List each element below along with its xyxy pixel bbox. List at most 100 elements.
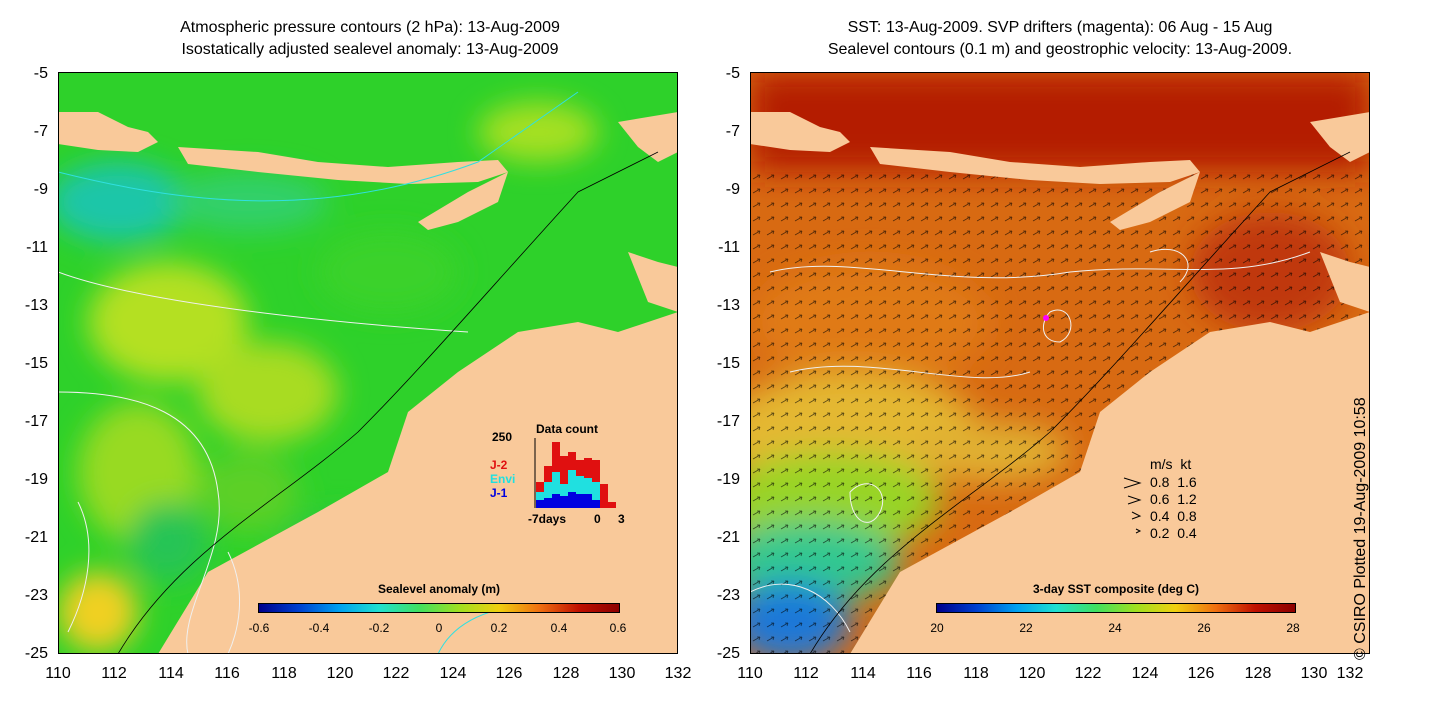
left-xtick: 128 <box>552 665 580 682</box>
timor-island <box>1110 172 1200 230</box>
inset-series-j2: J-2 <box>490 458 508 472</box>
right-ytick: -15 <box>716 355 740 372</box>
velocity-legend-header: m/s kt <box>1150 456 1192 472</box>
hist-bars <box>536 442 616 508</box>
arnhem-coast <box>1320 252 1370 312</box>
inset-title: Data count <box>536 422 599 436</box>
right-xtick: 114 <box>850 665 876 682</box>
left-xtick: 132 <box>664 665 692 682</box>
right-cbar-tick: 20 <box>930 621 944 635</box>
left-cbar-tick: 0.2 <box>490 621 508 635</box>
left-cbar-tick: 0.6 <box>609 621 627 635</box>
velocity-legend-arrows <box>1123 477 1142 534</box>
lesser-sunda-islands <box>870 147 1200 184</box>
australia-mainland <box>158 312 678 654</box>
right-ytick: -25 <box>716 645 740 662</box>
left-cbar-tick: 0.4 <box>550 621 568 635</box>
right-ytick: -21 <box>716 529 740 546</box>
right-title-line2: Sealevel contours (0.1 m) and geostrophi… <box>827 41 1293 58</box>
right-map-frame <box>750 72 1370 654</box>
right-title-line1: SST: 13-Aug-2009. SVP drifters (magenta)… <box>847 19 1273 36</box>
right-ytick: -19 <box>716 471 740 488</box>
left-cbar-tick: 0 <box>435 621 443 635</box>
right-xtick: 110 <box>737 665 763 682</box>
left-cbar-tick: -0.2 <box>368 621 390 635</box>
left-ytick: -15 <box>24 355 48 372</box>
right-cbar-tick: 24 <box>1108 621 1122 635</box>
inset-series-envi: Envi <box>490 472 516 486</box>
inset-xlabel-start: -7days <box>528 512 567 526</box>
new-guinea-coast <box>618 112 678 162</box>
australia-mainland <box>850 312 1370 654</box>
java-island <box>750 112 850 152</box>
left-title-line2: Isostatically adjusted sealevel anomaly:… <box>181 41 559 58</box>
right-cbar-tick: 28 <box>1286 621 1300 635</box>
left-ytick: -19 <box>24 471 48 488</box>
inset-xlabel-end: 3 <box>618 512 625 526</box>
right-xtick: 112 <box>793 665 819 682</box>
credit-text: © CSIRO Plotted 19-Aug-2009 10:58 <box>1352 397 1369 660</box>
left-ytick: -7 <box>33 123 48 140</box>
inset-series-j1: J-1 <box>490 486 508 500</box>
new-guinea-coast <box>1310 112 1370 162</box>
left-ytick: -9 <box>33 181 48 198</box>
velocity-legend-row: 0.2 0.4 <box>1150 525 1197 541</box>
left-xtick: 122 <box>382 665 410 682</box>
svp-drifter <box>1043 315 1049 321</box>
left-map-frame <box>58 72 678 654</box>
right-colorbar <box>936 603 1296 613</box>
right-ytick: -17 <box>716 413 740 430</box>
left-xtick: 112 <box>101 665 127 682</box>
left-colorbar <box>258 603 620 613</box>
right-xtick: 122 <box>1074 665 1102 682</box>
left-xtick: 110 <box>45 665 71 682</box>
left-xtick: 120 <box>326 665 354 682</box>
data-count-inset: Data count 250 J-2 Envi J-1 <box>488 420 638 530</box>
right-xtick: 118 <box>963 665 989 682</box>
left-ytick: -23 <box>24 587 48 604</box>
left-ytick: -25 <box>24 645 48 662</box>
inset-histogram <box>534 438 616 508</box>
left-colorbar-title: Sealevel anomaly (m) <box>377 582 501 596</box>
timor-island <box>418 172 508 230</box>
right-xtick: 132 <box>1336 665 1364 682</box>
arnhem-coast <box>628 252 678 312</box>
right-xtick: 120 <box>1018 665 1046 682</box>
right-xtick: 116 <box>906 665 932 682</box>
left-ytick: -13 <box>24 297 48 314</box>
left-cbar-tick: -0.6 <box>248 621 270 635</box>
left-ytick: -21 <box>24 529 48 546</box>
left-xtick: 124 <box>439 665 467 682</box>
right-map-sst <box>750 72 1370 654</box>
right-colorbar-title: 3-day SST composite (deg C) <box>1032 582 1200 596</box>
right-ytick: -7 <box>725 123 740 140</box>
inset-ymax: 250 <box>492 430 513 444</box>
velocity-legend-row: 0.6 1.2 <box>1150 491 1197 507</box>
right-ytick: -23 <box>716 587 740 604</box>
lesser-sunda-islands <box>178 147 508 184</box>
right-xtick: 126 <box>1187 665 1215 682</box>
velocity-legend-row: 0.4 0.8 <box>1150 508 1197 524</box>
left-ytick: -17 <box>24 413 48 430</box>
left-xtick: 116 <box>214 665 240 682</box>
right-ytick: -13 <box>716 297 740 314</box>
right-ytick: -9 <box>725 181 740 198</box>
left-xtick: 118 <box>271 665 297 682</box>
inset-xlabel-zero: 0 <box>594 512 601 526</box>
velocity-legend-row: 0.8 1.6 <box>1150 474 1197 490</box>
left-xtick: 126 <box>495 665 523 682</box>
left-title-line1: Atmospheric pressure contours (2 hPa): 1… <box>180 19 560 36</box>
left-xtick: 114 <box>158 665 184 682</box>
left-map-sea-level-anomaly <box>58 72 678 654</box>
right-xtick: 124 <box>1131 665 1159 682</box>
left-cbar-tick: -0.4 <box>308 621 330 635</box>
right-xtick: 128 <box>1244 665 1272 682</box>
right-ytick: -5 <box>725 65 740 82</box>
left-ytick: -5 <box>33 65 48 82</box>
right-cbar-tick: 22 <box>1019 621 1033 635</box>
left-xtick: 130 <box>608 665 636 682</box>
left-ytick: -11 <box>26 239 48 256</box>
right-cbar-tick: 26 <box>1197 621 1211 635</box>
right-xtick: 130 <box>1300 665 1328 682</box>
java-island <box>58 112 158 152</box>
